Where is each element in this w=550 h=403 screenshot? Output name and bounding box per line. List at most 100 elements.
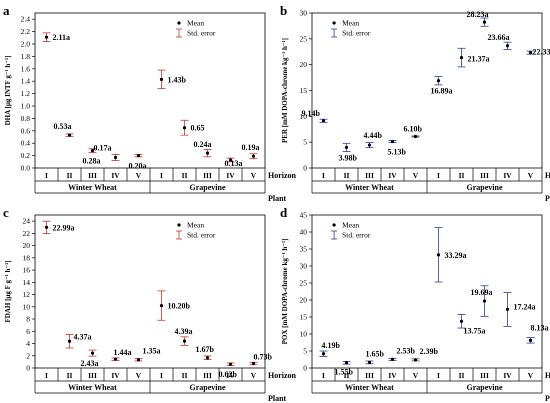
legend-mean-marker xyxy=(177,21,181,25)
y-axis-label: POX [mM DOPA-chrome kg⁻¹ h⁻¹] xyxy=(281,239,289,345)
data-label: 3.98b xyxy=(339,153,358,162)
y-tick-label: 25 xyxy=(300,34,308,43)
data-label: 2.53b xyxy=(397,346,416,355)
horizon-label: V xyxy=(251,371,257,380)
horizon-label: III xyxy=(88,371,97,380)
plant-row-label: Plant xyxy=(545,194,550,203)
plant-group-label: Winter Wheat xyxy=(68,183,117,192)
y-tick-label: 0.8 xyxy=(21,114,31,123)
y-tick-label: 6 xyxy=(26,327,30,336)
plant-row-label: Plant xyxy=(268,194,287,203)
y-tick-label: 1.2 xyxy=(21,89,31,98)
data-label: 1.43b xyxy=(168,75,187,84)
y-tick-label: 2.2 xyxy=(21,27,31,36)
y-tick-label: 25 xyxy=(300,279,308,288)
mean-point xyxy=(228,158,233,162)
panel-b: b 0 5 10 15 20 25 30 PER [mM DOPA-chrome kg⁻¹ h⁻… xyxy=(280,3,550,203)
y-tick-label: 20 xyxy=(300,60,308,69)
data-label: 1.44a xyxy=(114,348,132,357)
horizon-label: II xyxy=(459,371,465,380)
panel-letter: b xyxy=(280,3,287,18)
mean-point xyxy=(367,143,372,147)
y-axis-label: DHA [µg INTF g⁻¹ h⁻¹] xyxy=(4,56,12,126)
data-label: 4.37a xyxy=(74,332,92,341)
horizon-label: II xyxy=(344,371,350,380)
mean-point xyxy=(436,253,441,257)
data-label: 4.44b xyxy=(364,131,383,140)
y-tick-label: 5 xyxy=(303,347,307,356)
mean-point xyxy=(344,361,349,365)
horizon-label: III xyxy=(480,171,489,180)
data-label: 0.19a xyxy=(242,143,260,152)
data-label: 0.13a xyxy=(225,159,243,168)
horizon-label: I xyxy=(45,171,48,180)
legend-mean-label: Mean xyxy=(187,221,204,230)
horizon-label: III xyxy=(203,171,212,180)
y-tick-label: 0 xyxy=(303,364,307,373)
mean-point xyxy=(182,339,187,343)
horizon-row-label: Horizon xyxy=(268,371,297,380)
mean-point xyxy=(528,51,533,55)
y-tick-label: 4 xyxy=(26,339,30,348)
plant-group-label: Grapevine xyxy=(190,383,226,392)
horizon-label: I xyxy=(322,371,325,380)
horizon-label: IV xyxy=(226,371,235,380)
mean-point xyxy=(44,35,49,39)
legend-mean-marker xyxy=(332,223,336,227)
mean-point xyxy=(505,44,510,48)
y-tick-label: 0 xyxy=(26,364,30,373)
horizon-label: V xyxy=(413,371,419,380)
data-label: 5.13b xyxy=(388,147,407,156)
horizon-label: IV xyxy=(503,171,512,180)
y-tick-label: 2.0 xyxy=(21,40,31,49)
y-tick-label: 22 xyxy=(23,229,31,238)
y-tick-label: 18 xyxy=(23,253,31,262)
panel-letter: c xyxy=(3,205,9,220)
y-tick-label: 2 xyxy=(26,351,30,360)
y-tick-label: 10 xyxy=(300,330,308,339)
plant-row-label: Plant xyxy=(545,394,550,403)
horizon-label: V xyxy=(136,171,142,180)
horizon-label: V xyxy=(528,171,534,180)
horizon-label: II xyxy=(67,171,73,180)
horizon-row-label: Horizon xyxy=(545,371,550,380)
mean-point xyxy=(205,356,210,360)
horizon-label: II xyxy=(182,371,188,380)
mean-point xyxy=(321,119,326,123)
horizon-label: I xyxy=(160,171,163,180)
mean-point xyxy=(44,225,49,229)
data-label: 13.75a xyxy=(464,326,486,335)
legend-mean-label: Mean xyxy=(187,19,204,28)
data-label: 1.35a xyxy=(143,347,161,356)
horizon-label: III xyxy=(203,371,212,380)
y-tick-label: 16 xyxy=(23,266,31,275)
panel-d: d 0 5 10 15 20 25 30 35 40 45 POX [mM DOPA-chrome k… xyxy=(280,205,550,403)
horizon-label: II xyxy=(459,171,465,180)
data-label: 23.66a xyxy=(488,33,510,42)
y-tick-label: 1.4 xyxy=(21,77,31,86)
legend-error-label: Std. error xyxy=(187,29,216,38)
mean-point xyxy=(436,79,441,83)
plant-group-label: Grapevine xyxy=(467,183,503,192)
mean-point xyxy=(505,307,510,311)
data-label: 0.28a xyxy=(83,157,101,166)
panel-letter: d xyxy=(280,205,288,220)
data-label: 22.33a xyxy=(533,48,550,57)
legend-mean-marker xyxy=(332,21,336,25)
horizon-row-label: Horizon xyxy=(268,171,297,180)
data-label: 1.67b xyxy=(196,345,215,354)
y-tick-label: 1.6 xyxy=(21,64,31,73)
horizon-label: IV xyxy=(388,371,397,380)
horizon-label: I xyxy=(45,371,48,380)
plant-group-label: Grapevine xyxy=(190,183,226,192)
y-tick-label: 30 xyxy=(300,262,308,271)
data-label: 2.39b xyxy=(420,347,439,356)
mean-point xyxy=(136,358,141,362)
data-label: 0.24a xyxy=(194,140,212,149)
plant-group-label: Winter Wheat xyxy=(345,383,394,392)
y-tick-label: 20 xyxy=(300,296,308,305)
plant-group-label: Winter Wheat xyxy=(345,183,394,192)
mean-point xyxy=(159,77,164,81)
